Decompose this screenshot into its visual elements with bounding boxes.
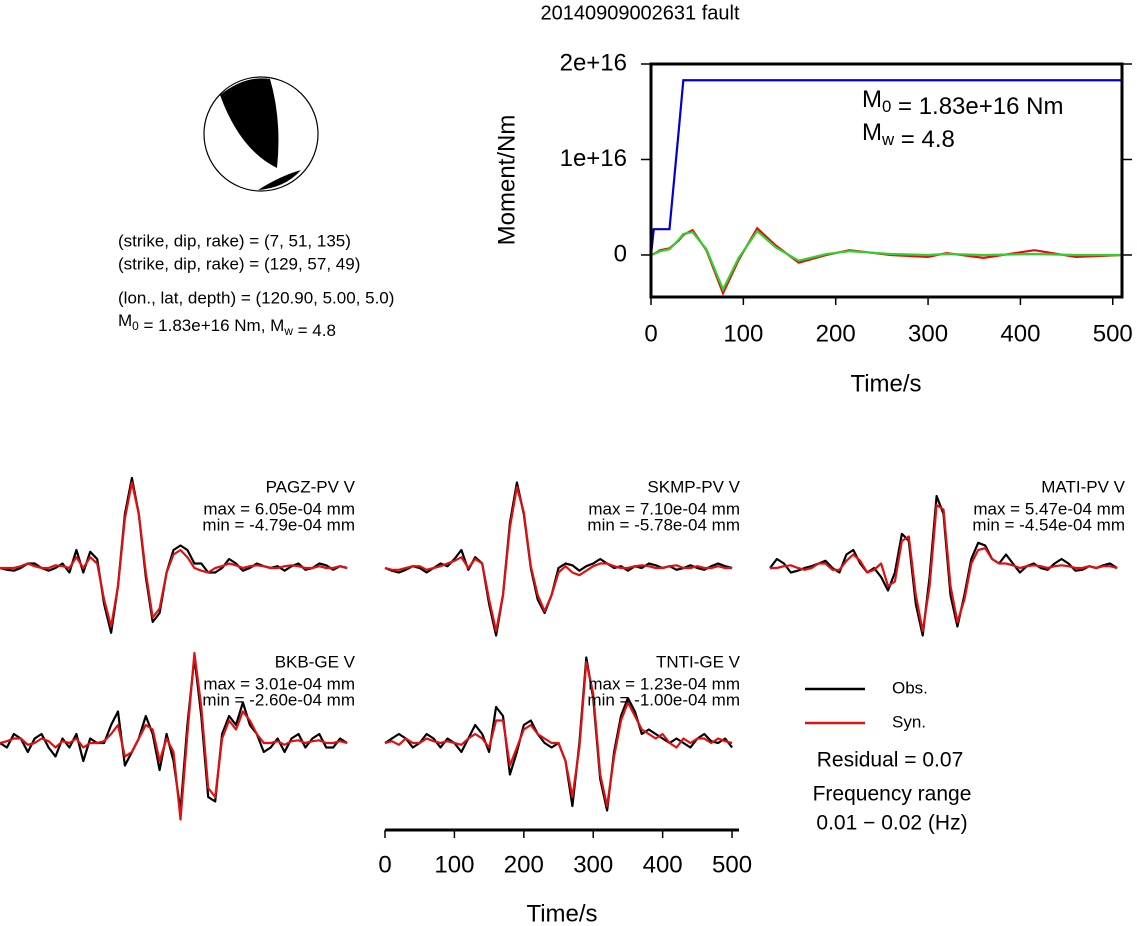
y-axis-label: Moment/Nm	[493, 115, 520, 246]
syn-trace	[384, 660, 733, 808]
station-label: SKMP-PV V	[647, 477, 740, 496]
x-tick-label: 0	[378, 851, 391, 878]
x-tick-label: 300	[908, 320, 948, 347]
legend-label: Obs.	[892, 678, 928, 697]
x-tick-label: 100	[434, 851, 474, 878]
max-label: max = 3.01e-04 mm	[203, 674, 355, 693]
max-label: max = 6.05e-04 mm	[203, 499, 355, 518]
focal-line: (strike, dip, rake) = (129, 57, 49)	[118, 254, 360, 273]
max-label: max = 7.10e-04 mm	[588, 499, 740, 518]
text-part: = 1.83e+16 Nm, M	[139, 317, 285, 336]
x-axis-label: Time/s	[526, 900, 597, 926]
x-tick-label: 200	[504, 851, 544, 878]
min-label: min = -2.60e-04 mm	[202, 690, 355, 709]
beachball	[203, 76, 319, 192]
min-label: min = -5.78e-04 mm	[587, 515, 740, 534]
x-tick-label: 200	[816, 320, 856, 347]
focal-line: (strike, dip, rake) = (7, 51, 135)	[118, 231, 351, 250]
x-tick-label: 500	[712, 851, 752, 878]
residual: Residual = 0.07	[817, 749, 964, 772]
subscript: 0	[132, 319, 139, 333]
legend-label: Syn.	[892, 712, 926, 731]
syn-trace	[384, 485, 733, 633]
moment-line	[649, 79, 1122, 256]
station-label: PAGZ-PV V	[266, 477, 356, 496]
figure-title: 20140909002631 fault	[540, 2, 740, 24]
x-tick-label: 0	[644, 320, 657, 347]
station-label: MATI-PV V	[1041, 477, 1125, 496]
focal-line: (lon., lat, depth) = (120.90, 5.00, 5.0)	[118, 288, 394, 307]
plot-frame	[649, 62, 1124, 299]
text-part: = 4.8	[293, 322, 336, 341]
frequency-label: Frequency range	[813, 783, 972, 806]
max-label: max = 1.23e-04 mm	[588, 674, 740, 693]
subscript: w	[881, 131, 895, 150]
syn-trace	[0, 651, 348, 821]
y-tick-label: 0	[614, 240, 627, 267]
x-tick-label: 400	[1000, 320, 1040, 347]
x-tick-label: 500	[1093, 320, 1133, 347]
syn-trace	[0, 481, 348, 628]
min-label: min = -4.54e-04 mm	[972, 515, 1125, 534]
text-part: M	[118, 311, 132, 330]
text-part: M	[862, 86, 882, 113]
text-part: M	[862, 119, 882, 146]
station-label: BKB-GE V	[275, 652, 356, 671]
y-tick-label: 2e+16	[560, 49, 627, 76]
annotation: M0 = 1.83e+16 Nm	[862, 86, 1063, 120]
min-label: min = -1.00e-04 mm	[587, 690, 740, 709]
focal-text: (strike, dip, rake) = (7, 51, 135) (strik…	[118, 231, 394, 307]
x-axis-label: Time/s	[850, 370, 921, 397]
syn-trace	[770, 503, 1118, 633]
y-tick-label: 1e+16	[560, 145, 627, 172]
max-label: max = 5.47e-04 mm	[973, 499, 1125, 518]
frequency-range: 0.01 − 0.02 (Hz)	[816, 812, 967, 835]
text-part: = 4.8	[894, 127, 955, 154]
subscript: 0	[882, 98, 891, 117]
station-label: TNTI-GE V	[656, 652, 741, 671]
x-tick-label: 100	[723, 320, 763, 347]
text-part: = 1.83e+16 Nm	[891, 94, 1063, 121]
x-tick-label: 300	[573, 851, 613, 878]
moment-line	[650, 229, 1122, 293]
annotation: Mw = 4.8	[862, 119, 955, 153]
annotation: M0 = 1.83e+16 Nm, Mw = 4.8	[118, 311, 336, 340]
x-tick-label: 400	[643, 851, 683, 878]
subscript: w	[283, 324, 293, 338]
min-label: min = -4.79e-04 mm	[202, 515, 355, 534]
